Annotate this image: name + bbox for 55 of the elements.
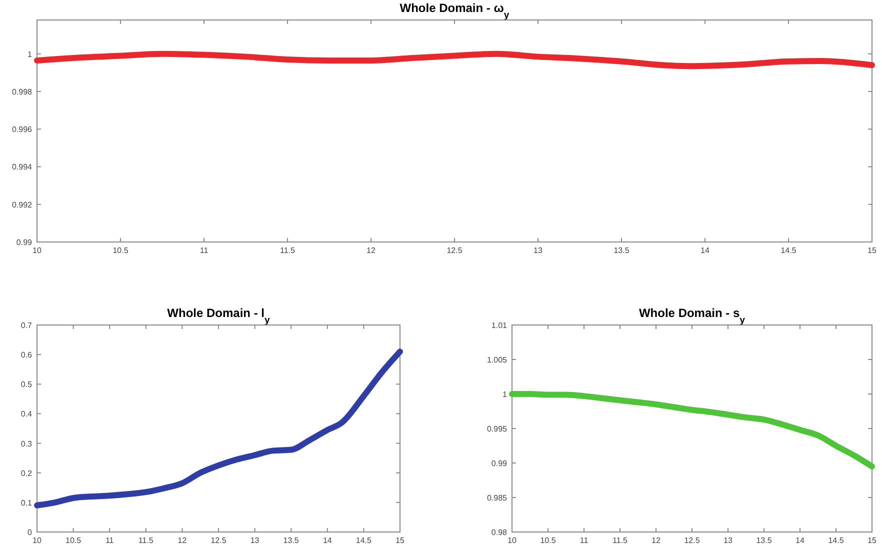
y-tick-label: 0.6	[20, 350, 33, 360]
y-tick-label: 0.995	[486, 424, 508, 434]
x-tick-label: 10.5	[112, 246, 129, 255]
x-tick-label: 14	[700, 246, 710, 255]
y-tick-label: 0.992	[12, 200, 33, 210]
y-tick-label: 0.98	[491, 528, 508, 537]
y-tick-label: 0.998	[12, 87, 33, 96]
x-tick-label: 12.5	[446, 246, 463, 255]
y-tick-label: 0.985	[486, 494, 508, 502]
x-tick-label: 14	[322, 536, 332, 545]
x-tick-label: 12.5	[210, 536, 227, 545]
y-tick-label: 0.3	[20, 439, 33, 448]
x-tick-label: 13	[250, 536, 260, 545]
y-tick-label: 1.01	[491, 321, 508, 330]
x-tick-label: 15	[396, 536, 405, 545]
x-tick-label: 11	[580, 536, 589, 545]
x-tick-label: 12.5	[684, 536, 700, 545]
x-tick-label: 12	[178, 536, 188, 545]
x-tick-label: 15	[868, 246, 877, 255]
x-tick-label: 13	[724, 536, 733, 545]
y-tick-label: 1	[28, 50, 33, 59]
x-tick-label: 13.5	[756, 536, 772, 545]
y-tick-label: 0.5	[20, 380, 33, 390]
x-tick-label: 10	[32, 246, 42, 255]
y-tick-label: 1.005	[486, 356, 508, 364]
x-tick-label: 10	[32, 536, 42, 545]
x-tick-label: 13.5	[283, 536, 300, 545]
x-tick-label: 11	[200, 246, 209, 255]
x-tick-label: 14.5	[828, 536, 844, 545]
y-tick-label: 0	[28, 528, 33, 537]
y-tick-label: 0.99	[16, 238, 33, 247]
x-tick-label: 11.5	[138, 536, 154, 545]
x-tick-label: 14.5	[356, 536, 372, 545]
x-tick-label: 12	[366, 246, 376, 255]
x-tick-label: 14	[796, 536, 805, 545]
x-tick-label: 11	[105, 536, 114, 545]
chart-title: Whole Domain - l$_{y}$	[167, 306, 270, 326]
x-tick-label: 11.5	[280, 246, 296, 255]
x-tick-label: 14.5	[780, 246, 797, 255]
x-tick-label: 13.5	[614, 246, 630, 255]
x-tick-label: 15	[868, 536, 877, 545]
y-tick-label: 0.2	[20, 468, 33, 478]
x-tick-label: 12	[652, 536, 661, 545]
x-tick-label: 10.5	[66, 536, 82, 545]
x-tick-label: 10.5	[540, 536, 556, 545]
x-tick-label: 13	[534, 246, 543, 255]
y-tick-label: 1	[502, 390, 508, 399]
y-tick-label: 0.1	[20, 498, 33, 508]
y-tick-label: 0.99	[491, 459, 508, 468]
x-tick-label: 11.5	[612, 536, 628, 545]
x-tick-label: 10	[508, 536, 517, 545]
y-tick-label: 0.4	[20, 410, 33, 419]
y-tick-label: 0.996	[12, 125, 33, 134]
y-tick-label: 0.7	[20, 321, 33, 330]
y-tick-label: 0.994	[12, 162, 33, 172]
